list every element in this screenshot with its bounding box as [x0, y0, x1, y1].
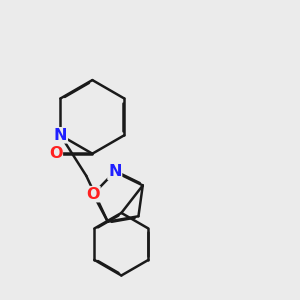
Text: O: O — [86, 187, 100, 202]
Text: O: O — [49, 146, 62, 161]
Text: N: N — [54, 128, 67, 143]
Text: N: N — [108, 164, 122, 179]
